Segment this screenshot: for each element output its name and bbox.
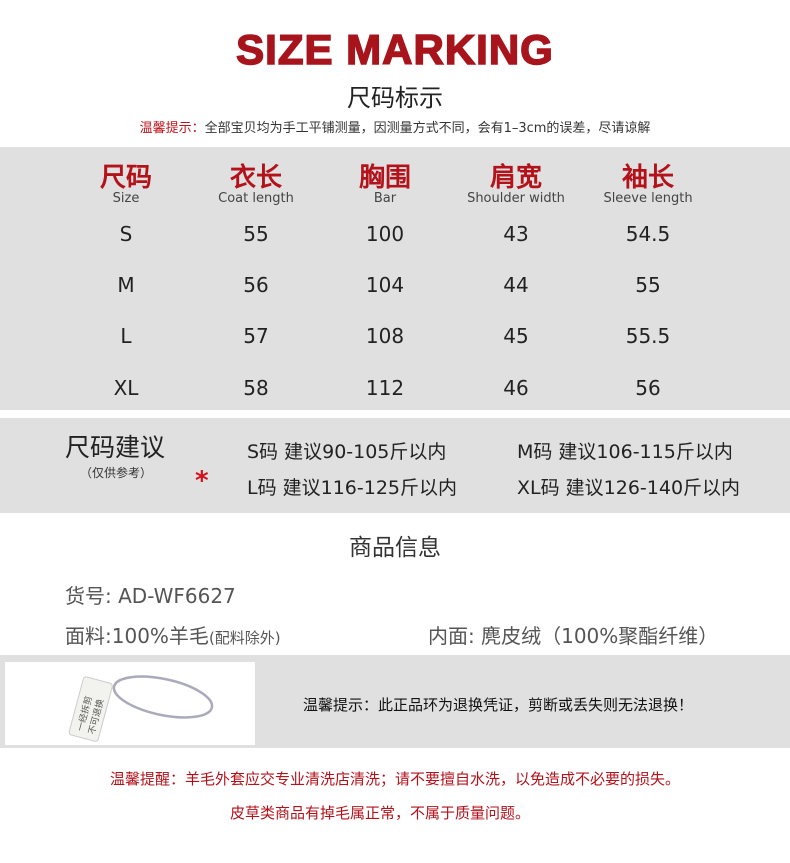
table-cell: L: [120, 324, 132, 348]
table-cell: 104: [365, 273, 405, 297]
table-cell: 55: [243, 222, 269, 246]
table-cell: 44: [503, 273, 529, 297]
measure-notice: 温馨提示：全部宝贝均为手工平铺测量，因测量方式不同，会有1–3cm的误差，尽请谅…: [0, 117, 790, 136]
sku: 货号: AD-WF6627: [65, 580, 236, 609]
table-cell: 58: [243, 376, 269, 400]
suggestion-s: S码 建议90-105斤以内: [247, 441, 447, 463]
header-en: Shoulder width: [467, 191, 565, 206]
table-cell: 112: [365, 376, 405, 400]
table-cell: 45: [503, 324, 529, 348]
header-cn: 肩宽: [489, 163, 542, 193]
suggestion-note: （仅供参考）: [80, 466, 153, 480]
table-cell: 56: [635, 376, 661, 400]
care-note-1: 温馨提醒：羊毛外套应交专业清洗店清洗；请不要擅自水洗，以免造成不必要的损失。: [109, 770, 680, 788]
subtitle: 尺码标示: [347, 84, 443, 112]
header-en: Bar: [373, 191, 397, 206]
size-table: [0, 147, 790, 410]
table-cell: S: [119, 222, 133, 246]
fabric-value: 100%羊毛: [111, 624, 209, 648]
table-cell: 108: [365, 324, 405, 348]
header-cn: 尺码: [99, 163, 152, 193]
care-note-2: 皮草类商品有掉毛属正常，不属于质量问题。: [229, 804, 530, 822]
table-cell: 100: [365, 222, 405, 246]
table-cell: 54.5: [625, 222, 671, 246]
fabric: 面料:100%羊毛(配料除外): [65, 620, 281, 649]
header-cn: 胸围: [358, 163, 411, 193]
size-suggestion: [0, 418, 790, 513]
table-cell: 43: [503, 222, 529, 246]
suggestion-l: L码 建议116-125斤以内: [247, 477, 458, 499]
tag-notice-text: 温馨提示：此正品环为退换凭证，剪断或丢失则无法退换！: [303, 696, 694, 714]
table-cell: 55: [635, 273, 661, 297]
suggestion-title: 尺码建议: [65, 433, 166, 462]
header-en: Size: [112, 191, 140, 206]
table-cell: 56: [243, 273, 269, 297]
lining-value: 麂皮绒（100%聚酯纤维）: [481, 624, 719, 648]
star-icon: *: [195, 466, 209, 496]
page-title: SIZE MARKING: [235, 25, 554, 74]
header-en: Coat length: [218, 191, 294, 206]
table-cell: 55.5: [625, 324, 671, 348]
table-cell: XL: [113, 376, 139, 400]
table-cell: M: [117, 273, 135, 297]
tag-image: 一经拆剪 不可退换: [5, 662, 255, 745]
table-cell: 46: [503, 376, 529, 400]
product-info-title: 商品信息: [349, 535, 441, 561]
sku-label: 货号:: [65, 584, 112, 608]
fabric-note: (配料除外): [208, 629, 281, 647]
notice-label: 温馨提示：: [139, 121, 205, 136]
notice-text: 全部宝贝均为手工平铺测量，因测量方式不同，会有1–3cm的误差，尽请谅解: [204, 121, 651, 136]
lining-label: 内面:: [428, 624, 475, 648]
suggestion-m: M码 建议106-115斤以内: [517, 441, 733, 463]
lining: 内面: 麂皮绒（100%聚酯纤维）: [428, 620, 718, 649]
header-cn: 衣长: [229, 163, 282, 193]
header-en: Sleeve length: [603, 191, 693, 206]
header-cn: 袖长: [621, 163, 674, 193]
fabric-label: 面料:: [65, 624, 112, 648]
suggestion-xl: XL码 建议126-140斤以内: [517, 477, 741, 499]
sku-value: AD-WF6627: [118, 584, 236, 608]
table-cell: 57: [243, 324, 269, 348]
